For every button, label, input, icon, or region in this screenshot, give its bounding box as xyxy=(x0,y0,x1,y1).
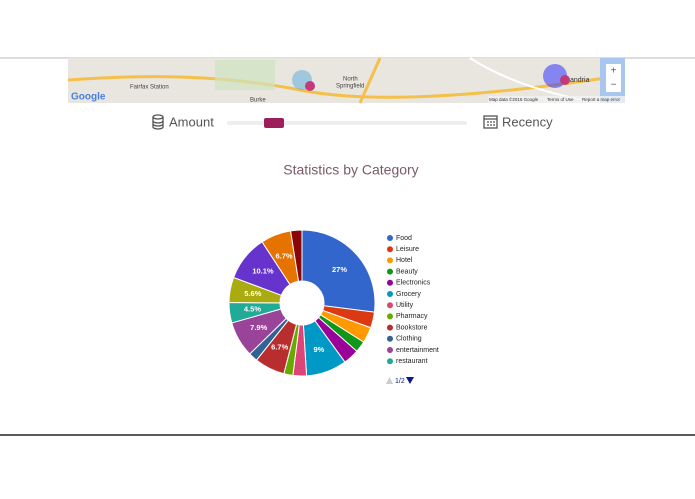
slice-label: 10.1% xyxy=(252,267,274,276)
zoom-control[interactable] xyxy=(606,64,621,92)
legend-swatch xyxy=(387,257,393,264)
legend-label: Beauty xyxy=(396,268,418,275)
legend-label: Utility xyxy=(396,302,414,309)
map-attribution: Map data ©2016 Google xyxy=(489,96,539,102)
legend-next[interactable] xyxy=(406,377,414,384)
legend-swatch xyxy=(387,358,393,365)
recency-icon xyxy=(483,115,498,129)
park xyxy=(215,60,275,90)
legend-swatch xyxy=(387,235,393,241)
zoom-in[interactable]: + xyxy=(611,66,617,77)
legend-label: Clothing xyxy=(396,336,422,343)
map-place: North xyxy=(343,77,358,83)
amount-icon xyxy=(152,114,164,130)
legend-label: Leisure xyxy=(396,246,419,253)
zoom-out[interactable]: − xyxy=(611,80,617,91)
map-place: Fairfax Station xyxy=(130,85,169,91)
legend-label: entertainment xyxy=(396,347,439,354)
slice xyxy=(290,229,303,282)
map-terms[interactable]: Terms of Use xyxy=(547,97,574,102)
slice-label: 5.6% xyxy=(244,289,261,298)
map[interactable]: Google Fairfax Station North Springfield… xyxy=(67,57,626,104)
attribution-bar xyxy=(488,96,625,103)
slice xyxy=(301,229,376,313)
legend-label: restaurant xyxy=(396,358,428,365)
legend-label: Pharmacy xyxy=(396,313,428,320)
road xyxy=(358,57,382,104)
chart: 27%9%6.7%7.9%4.5%5.6%10.1%6.7%FoodLeisur… xyxy=(228,229,439,385)
slice-label: 4.5% xyxy=(244,305,261,314)
legend-swatch xyxy=(387,335,393,342)
legend-label: Bookstore xyxy=(396,324,428,331)
slice-label: 27% xyxy=(332,265,347,274)
legend-swatch xyxy=(387,302,393,309)
legend-label: Electronics xyxy=(396,280,431,287)
slice-label: 6.7% xyxy=(275,251,292,260)
legend-label: Food xyxy=(396,235,412,242)
map-place: andria xyxy=(570,77,590,84)
road xyxy=(67,73,626,99)
legend-prev xyxy=(386,377,393,384)
recency-label: Recency xyxy=(502,114,553,129)
legend-swatch xyxy=(387,324,393,331)
slice-label: 6.7% xyxy=(271,343,288,352)
slice-label: 7.9% xyxy=(250,323,267,332)
slider-track[interactable] xyxy=(227,121,467,125)
map-logo: Google xyxy=(71,92,106,103)
legend-swatch xyxy=(387,268,393,275)
legend-swatch xyxy=(387,291,393,297)
legend-label: Hotel xyxy=(396,257,413,264)
slider-thumb[interactable] xyxy=(264,118,284,128)
legend-label: Grocery xyxy=(396,291,421,298)
marker[interactable] xyxy=(560,75,570,85)
legend-swatch xyxy=(387,313,393,320)
marker[interactable] xyxy=(305,81,315,91)
amount-label: Amount xyxy=(169,114,214,129)
chart-title: Statistics by Category xyxy=(283,162,418,178)
legend-swatch xyxy=(387,246,393,253)
legend-page: 1/2 xyxy=(395,378,405,385)
map-place: Springfield xyxy=(336,84,364,90)
legend-swatch xyxy=(387,279,393,286)
map-report[interactable]: Report a map error xyxy=(582,97,621,102)
slice-label: 9% xyxy=(314,345,325,354)
legend-swatch xyxy=(387,347,393,353)
map-place: Burke xyxy=(250,98,266,104)
